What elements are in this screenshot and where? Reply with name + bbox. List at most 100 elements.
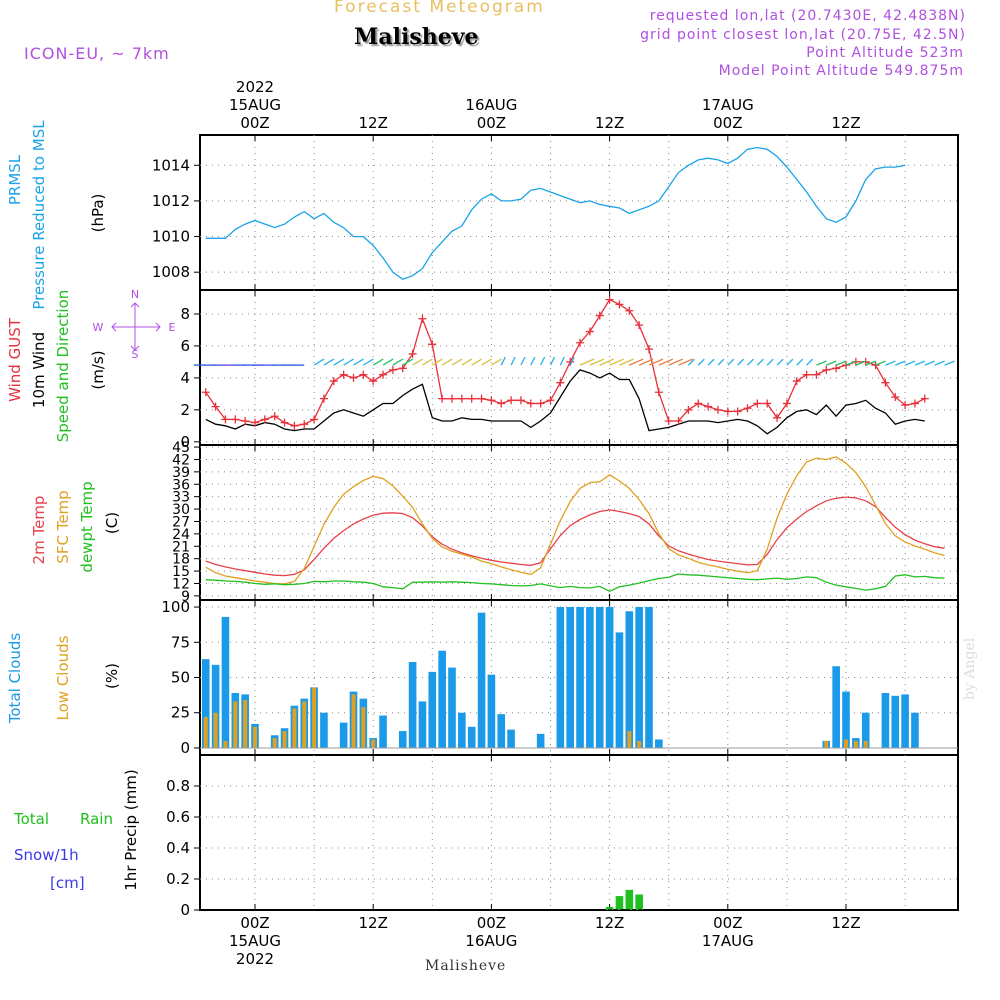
wind-direction-arrow — [737, 358, 745, 366]
low-cloud-bar — [272, 738, 277, 748]
wind-direction-arrow — [313, 358, 325, 366]
wind-gust-marker — [221, 415, 230, 424]
y-tick-label: 8 — [180, 305, 190, 323]
wind-direction-arrow — [431, 358, 443, 366]
wind-direction-arrow — [826, 360, 837, 366]
wind-direction-arrow — [510, 356, 516, 366]
wind-gust-marker — [635, 321, 644, 330]
y-tick-label: 1012 — [152, 192, 190, 210]
model-label: ICON-EU, ~ 7km — [24, 44, 170, 63]
panel-frame-precip — [199, 754, 959, 911]
y-tick-label: 1010 — [152, 228, 190, 246]
wind-gust-marker — [251, 418, 259, 427]
wind-gust-marker — [822, 365, 831, 374]
total-cloud-bar — [901, 694, 909, 748]
temp-2m-line — [205, 496, 945, 577]
wind-direction-arrow — [520, 356, 526, 366]
wind-direction-arrow — [579, 358, 595, 366]
low-cloud-bar — [844, 739, 848, 748]
y-tick-label: 1008 — [152, 263, 190, 281]
wind-direction-arrow — [717, 358, 725, 366]
wind-direction-arrow — [648, 358, 664, 366]
total-cloud-bar — [418, 701, 427, 748]
wind-direction-arrow — [372, 358, 384, 366]
wind-gust-marker — [625, 306, 634, 315]
requested-coords: requested lon,lat (20.7430E, 42.4838N) — [649, 8, 966, 24]
wind-gust-marker — [832, 364, 841, 373]
wind-gust-marker — [477, 394, 486, 403]
low-cloud-bar — [371, 739, 376, 748]
wind-direction-arrow — [707, 358, 715, 366]
wind-direction-label: Speed and Direction — [54, 290, 72, 443]
low-cloud-bar — [213, 712, 218, 748]
top-time-label: 15AUG — [229, 96, 281, 114]
wind-direction-arrow — [481, 358, 492, 366]
top-time-label: 16AUG — [465, 96, 517, 114]
low-cloud-bar — [627, 731, 632, 748]
total-cloud-bar — [861, 712, 870, 748]
credit-watermark: by Angel — [962, 637, 978, 700]
low-cloud-bar — [292, 708, 297, 748]
wind-gust-marker — [585, 327, 594, 336]
y-tick-label: 4 — [180, 369, 190, 387]
wind-direction-arrow — [875, 360, 886, 366]
total-rain-label-a: Total — [13, 810, 49, 828]
wind-10m-label: 10m Wind — [30, 332, 48, 408]
temp-sfc-label: SFC Temp — [54, 490, 72, 563]
wind-direction-arrow — [461, 358, 473, 366]
top-time-label: 12Z — [359, 114, 388, 132]
compass-south: S — [132, 348, 139, 361]
wind-gust-marker — [516, 396, 525, 405]
total-cloud-bar — [586, 607, 594, 748]
y-tick-label: 25 — [171, 704, 190, 722]
total-rain-label-b: Rain — [80, 810, 113, 828]
wind-direction-arrow — [599, 358, 615, 366]
total-cloud-bar — [832, 666, 840, 748]
wind-direction-arrow — [629, 358, 644, 366]
total-cloud-bar — [635, 607, 643, 748]
wind-gust-label: Wind GUST — [6, 317, 24, 402]
total-cloud-bar — [881, 693, 890, 748]
total-cloud-bar — [595, 607, 604, 748]
bottom-time-label: 2022 — [236, 950, 274, 968]
snow-label: Snow/1h — [14, 846, 79, 864]
wind-gust-marker — [773, 413, 782, 422]
top-time-label: 12Z — [595, 114, 624, 132]
total-cloud-bar — [645, 607, 653, 748]
compass-west: W — [93, 321, 104, 334]
total-cloud-bar — [605, 607, 614, 748]
wind-gust-marker — [260, 415, 269, 424]
wind-direction-arrow — [402, 358, 414, 366]
rain-bar — [615, 896, 624, 910]
low-cloud-bar — [637, 740, 642, 748]
wind-direction-arrow — [491, 358, 502, 366]
wind-gust-marker — [763, 399, 772, 408]
y-tick-label: 9 — [181, 589, 190, 605]
total-cloud-bar — [842, 691, 850, 748]
y-tick-label: 0 — [180, 739, 190, 757]
wind-gust-marker — [743, 404, 752, 413]
rain-bar — [625, 889, 634, 910]
wind-direction-arrow — [530, 356, 536, 366]
y-tick-label: 39 — [172, 465, 190, 481]
total-cloud-bar — [428, 671, 437, 748]
panel-frame-temperature — [199, 444, 959, 601]
wind-direction-arrow — [549, 356, 556, 366]
y-tick-label: 50 — [171, 669, 190, 687]
wind-gust-marker — [507, 396, 516, 405]
wind-gust-marker — [448, 394, 456, 403]
top-time-label: 2022 — [236, 78, 274, 96]
clouds-unit-label: (%) — [103, 663, 121, 689]
y-tick-label: 1014 — [152, 156, 190, 174]
wind-gust-marker — [379, 370, 388, 379]
wind-direction-arrow — [638, 358, 654, 366]
low-cloud-bar — [253, 726, 257, 748]
wind-gust-marker — [339, 370, 348, 379]
wind-direction-arrow — [353, 358, 364, 366]
prmsl-label: PRMSL — [6, 154, 24, 205]
bottom-time-label: 12Z — [359, 914, 388, 932]
wind-direction-arrow — [934, 360, 945, 366]
top-time-label: 00Z — [477, 114, 506, 132]
top-time-label: 00Z — [240, 114, 269, 132]
